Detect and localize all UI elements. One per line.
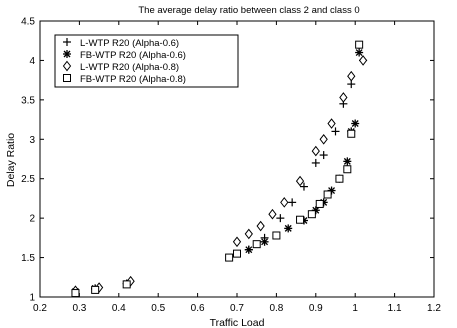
x-tick-label-1: 1: [352, 303, 358, 314]
data-point-series-4-1: [71, 289, 80, 298]
x-tick-label-1-2: 1.2: [427, 303, 441, 314]
x-tick-label-1-1: 1.1: [388, 303, 402, 314]
legend-symbol-3: [62, 60, 72, 72]
legend-symbol-1: [63, 38, 71, 46]
x-tick-label-0-4: 0.4: [112, 303, 126, 314]
y-tick-label-2: 2: [29, 214, 35, 225]
data-point-series-4-10: [315, 199, 324, 208]
legend-marker-l-wtp-alpha-0-8: [62, 60, 72, 72]
data-point-series-3-6: [256, 220, 265, 232]
data-point-series-1-7: [288, 198, 297, 207]
data-point-series-4-2: [91, 285, 100, 294]
data-marks: [71, 40, 368, 298]
data-point-series-3-10: [311, 145, 320, 157]
data-point-series-1-9: [311, 158, 320, 167]
legend-box: [54, 34, 239, 88]
y-tick-label-4: 4: [29, 56, 35, 67]
data-point-series-4-6: [252, 240, 261, 249]
data-point-series-2-12: [343, 157, 352, 166]
legend-marker-l-wtp-alpha-0-6: [63, 38, 71, 46]
data-point-series-3-8: [280, 197, 289, 208]
x-axis-ticks: 0.2 0.3 0.4 0.5 0.6 0.7 0.8 0.9 1 1.1 1.2: [33, 21, 441, 314]
data-point-series-4-9: [307, 210, 316, 219]
y-axis-ticks: 1 1.5 2 2.5 3 3.5 4 4.5: [21, 17, 434, 304]
y-tick-label-2-5: 2.5: [21, 174, 35, 185]
data-point-series-4-11: [323, 190, 332, 199]
data-point-series-4-15: [355, 40, 364, 49]
x-tick-label-0-8: 0.8: [269, 303, 283, 314]
data-point-series-4-4: [225, 253, 234, 262]
legend-symbol-2: [63, 50, 71, 58]
legend-label-l-wtp-alpha-0-8: L-WTP R20 (Alpha-0.8): [80, 62, 179, 73]
y-tick-label-3-5: 3.5: [21, 95, 35, 106]
data-point-series-3-11: [319, 133, 328, 145]
data-point-series-4-5: [233, 249, 241, 258]
data-point-series-3-13: [339, 92, 348, 103]
data-point-series-1-8: [299, 182, 308, 191]
data-point-series-2-6: [284, 224, 293, 233]
data-point-series-4-3: [122, 280, 131, 289]
data-point-series-4-12: [335, 174, 344, 183]
data-point-series-2-5: [260, 237, 269, 246]
x-tick-label-0-9: 0.9: [309, 303, 323, 314]
data-point-series-2-4: [244, 245, 253, 254]
x-tick-label-0-5: 0.5: [151, 303, 165, 314]
legend-label-l-wtp-alpha-0-6: L-WTP R20 (Alpha-0.6): [80, 38, 179, 49]
x-tick-label-0-2: 0.2: [33, 303, 47, 314]
legend-marker-fb-wtp-alpha-0-8: [63, 74, 71, 82]
data-point-series-4-7: [272, 231, 281, 240]
legend-label-fb-wtp-alpha-0-6: FB-WTP R20 (Alpha-0.6): [80, 50, 186, 61]
data-point-series-3-12: [327, 118, 336, 129]
data-point-series-1-6: [276, 214, 285, 223]
data-point-series-3-15: [358, 55, 368, 66]
legend-symbol-4: [63, 74, 71, 82]
data-point-series-3-5: [244, 228, 253, 240]
x-axis-label: Traffic Load: [210, 317, 265, 328]
x-tick-label-0-6: 0.6: [191, 303, 205, 314]
y-tick-label-1: 1: [29, 293, 35, 304]
data-point-series-4-14: [347, 129, 356, 138]
data-point-series-3-14: [347, 70, 356, 82]
y-tick-label-4-5: 4.5: [21, 17, 35, 28]
y-axis-label: Delay Ratio: [5, 133, 17, 187]
data-point-series-4-13: [343, 165, 352, 174]
x-tick-label-0-3: 0.3: [72, 303, 86, 314]
data-point-series-1-11: [331, 127, 340, 136]
legend-marker-fb-wtp-alpha-0-6: [63, 50, 71, 58]
data-point-series-3-4: [232, 236, 242, 248]
legend-label-fb-wtp-alpha-0-8: FB-WTP R20 (Alpha-0.8): [80, 74, 186, 85]
y-tick-label-3: 3: [29, 135, 35, 146]
data-point-series-3-9: [295, 175, 305, 187]
data-point-series-1-10: [319, 151, 328, 160]
data-point-series-2-15: [355, 48, 364, 57]
y-tick-label-1-5: 1.5: [21, 253, 35, 264]
data-point-series-2-14: [351, 119, 360, 128]
chart-title: The average delay ratio between class 2 …: [138, 5, 359, 16]
data-point-series-4-8: [296, 215, 305, 224]
data-point-series-3-7: [268, 208, 277, 220]
x-tick-label-0-7: 0.7: [230, 303, 244, 314]
legend: L-WTP R20 (Alpha-0.6) FB-WTP R20 (Alpha-…: [54, 34, 239, 88]
